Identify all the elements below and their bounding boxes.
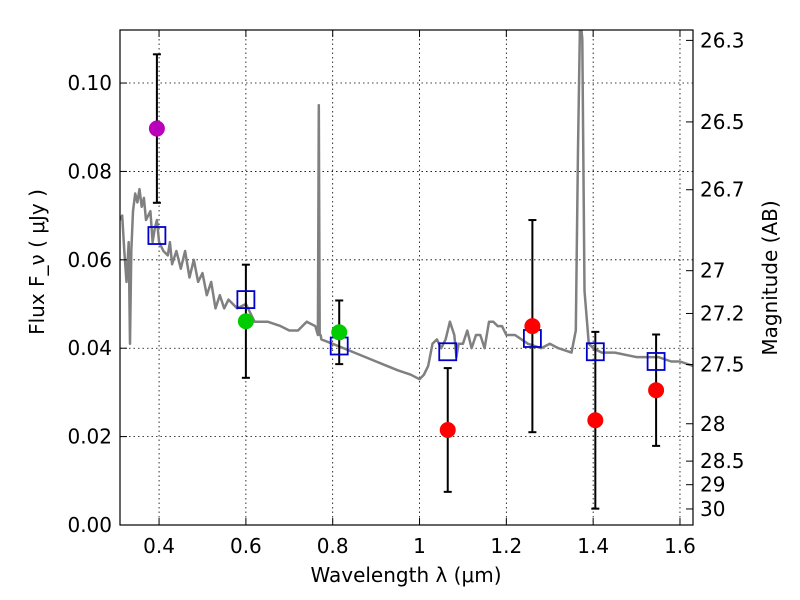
plot-frame: [119, 29, 694, 526]
y-tick-label: 0.10: [67, 71, 112, 95]
y2-axis-label: Magnitude (AB): [758, 200, 782, 355]
spectrum-line: [120, 30, 693, 381]
y-tick-label: 0.08: [67, 159, 112, 183]
detection-point: [237, 313, 254, 330]
y-tick-label: 0.02: [67, 425, 112, 449]
template-spectrum: [120, 30, 693, 381]
x-tick-label: 0.4: [143, 534, 175, 558]
mag-tick-label: 28: [700, 412, 725, 436]
y-tick-label: 0.04: [67, 336, 112, 360]
detection-point: [148, 120, 165, 137]
mag-tick-label: 29: [700, 473, 725, 497]
detection-point: [331, 324, 348, 341]
x-tick-label: 0.6: [230, 534, 262, 558]
model-square: [147, 226, 167, 245]
model-square: [585, 342, 605, 362]
model-square: [646, 352, 666, 371]
axes: 0.4 0.6 0.8 1 1.2 1.4 1.6 0.00 0.02 0.04 0.06 0.08 0…: [67, 28, 744, 558]
x-tick-label: 1.2: [490, 534, 522, 558]
mag-tick-label: 30: [700, 497, 725, 521]
y-axis-label: Flux F_ν ( μJy ): [25, 189, 49, 335]
y-tick-label: 0.00: [67, 513, 112, 537]
mag-tick-label: 26.3: [700, 28, 745, 52]
mag-tick-label: 26.7: [700, 178, 745, 202]
mag-tick-label: 27.2: [700, 301, 745, 325]
x-tick-label: 1.6: [664, 534, 696, 558]
x-tick-label: 1.4: [577, 534, 609, 558]
data-marks: [147, 53, 666, 510]
x-tick-label: 1: [413, 534, 426, 558]
detection-point: [587, 412, 604, 429]
detection-point: [524, 318, 541, 335]
model-square: [236, 290, 256, 309]
detection-point: [648, 382, 665, 399]
mag-tick-label: 26.5: [700, 110, 745, 134]
detection-point: [439, 421, 456, 438]
x-tick-label: 0.8: [317, 534, 349, 558]
mag-tick-label: 27.5: [700, 353, 745, 377]
model-square: [438, 342, 458, 362]
x-axis-label: Wavelength λ (μm): [310, 563, 501, 587]
grid: [120, 30, 693, 525]
mag-tick-label: 28.5: [700, 449, 745, 473]
mag-tick-label: 27: [700, 259, 725, 283]
y-tick-label: 0.06: [67, 248, 112, 272]
